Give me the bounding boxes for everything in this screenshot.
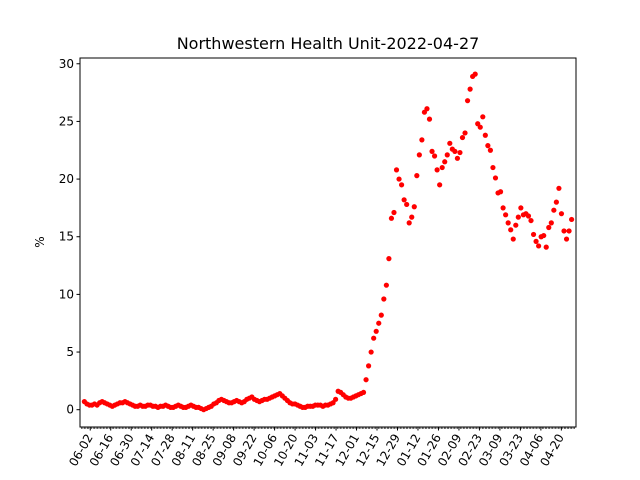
data-point-189 [561,228,567,234]
y-axis: 0 5 10 15 20 25 30 [59,57,80,417]
data-point-137 [429,148,435,154]
data-point-111 [363,377,369,383]
data-point-113 [368,349,374,355]
data-point-142 [442,159,448,165]
y-tick-label-0: 0 [66,403,74,417]
data-point-182 [543,244,549,250]
data-point-190 [563,236,570,242]
data-point-121 [388,215,395,221]
data-point-146 [452,148,458,154]
y-tick-label-5: 25 [59,114,74,128]
data-point-118 [381,296,387,302]
data-point-124 [396,176,402,182]
data-point-147 [454,155,461,161]
data-point-151 [464,98,471,104]
x-axis: 06-0206-1606-3007-1407-2808-1108-2509-08… [66,427,575,469]
data-point-136 [426,116,433,122]
data-point-150 [462,130,468,136]
data-point-139 [434,167,440,173]
data-point-132 [416,152,422,158]
data-point-191 [566,228,572,234]
data-point-187 [556,185,562,191]
data-point-165 [500,205,506,211]
y-tick-label-1: 5 [66,345,74,359]
chart-title: Northwestern Health Unit-2022-04-27 [177,34,480,53]
data-point-156 [477,124,483,130]
data-point-184 [548,220,554,226]
data-point-152 [467,86,473,92]
data-point-112 [366,363,372,369]
data-point-144 [447,140,453,146]
data-point-131 [414,173,420,179]
data-point-135 [424,106,430,112]
data-point-170 [513,222,519,228]
data-point-114 [371,335,377,341]
data-point-99 [333,396,339,402]
data-point-162 [492,175,499,181]
y-tick-label-4: 20 [59,172,74,186]
data-point-161 [490,164,496,171]
y-tick-label-6: 30 [59,57,74,71]
data-point-138 [431,153,438,159]
data-point-143 [444,152,450,158]
data-point-129 [409,214,415,220]
data-point-133 [419,137,425,143]
data-point-179 [536,243,542,249]
data-point-172 [518,205,524,211]
data-point-183 [546,224,552,231]
data-point-175 [525,213,532,219]
data-point-149 [459,134,466,141]
data-point-117 [378,312,384,318]
data-point-186 [553,199,559,205]
data-point-167 [505,220,511,226]
data-point-140 [437,182,443,188]
y-axis-label: % [33,236,47,247]
data-point-177 [530,231,537,238]
data-point-159 [485,143,491,149]
data-point-128 [406,220,412,226]
data-points [81,71,575,413]
data-point-160 [487,147,494,153]
data-point-141 [439,164,445,171]
data-point-158 [482,132,488,138]
y-tick-label-2: 10 [59,287,74,301]
data-point-110 [360,389,367,396]
data-point-171 [515,214,521,220]
plot-frame [79,57,577,428]
data-point-154 [472,71,478,77]
data-point-122 [391,209,397,216]
data-point-119 [383,282,389,288]
data-point-116 [376,320,382,326]
data-point-178 [533,238,539,244]
data-point-115 [373,328,379,334]
data-point-120 [386,256,392,262]
data-point-188 [558,211,565,217]
data-point-157 [480,114,486,120]
y-tick-label-3: 15 [59,230,74,244]
data-point-168 [508,227,514,233]
data-point-169 [510,236,516,242]
data-point-176 [528,217,534,224]
data-point-185 [551,207,557,213]
data-point-148 [457,149,463,156]
data-point-123 [393,167,400,173]
data-point-181 [541,232,547,239]
data-point-192 [569,216,575,223]
data-point-166 [503,212,509,218]
data-point-126 [401,197,407,203]
data-point-130 [411,204,417,210]
data-point-164 [497,189,504,195]
data-point-127 [404,201,410,208]
data-point-125 [398,182,405,188]
